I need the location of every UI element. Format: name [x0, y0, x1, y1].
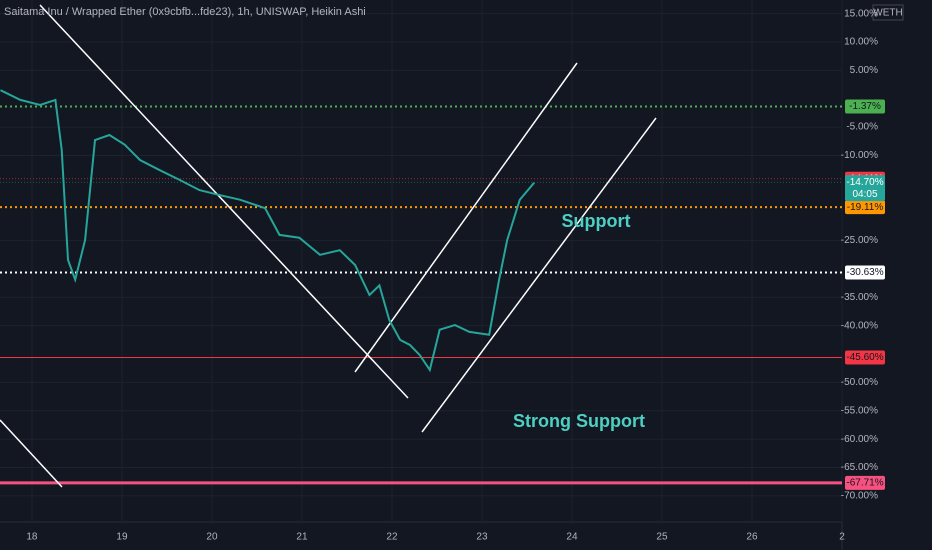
level-tag	[845, 475, 885, 490]
y-tick-label: -55.00%	[841, 405, 878, 416]
x-tick-label: 18	[26, 532, 38, 543]
x-tick-label: 2	[839, 532, 845, 543]
x-tick-label: 19	[116, 532, 128, 543]
axis: 15.00% 10.00% 5.00% -5.00% -10.00% -25.00% -35…	[26, 8, 885, 543]
x-tick-label: 26	[746, 532, 758, 543]
annotation: Support	[562, 211, 631, 231]
price-tag	[845, 175, 885, 202]
y-tick-label: -60.00%	[841, 434, 878, 445]
price-line-series	[0, 89, 535, 373]
level-label: -1.37%	[849, 101, 881, 112]
trend-line	[39, 4, 409, 399]
level-label: -67.71%	[846, 478, 883, 489]
level-label: -45.60%	[846, 352, 883, 363]
y-tick-label: 15.00%	[844, 8, 878, 19]
level-label: -19.11%	[847, 202, 884, 213]
y-tick-label: -10.00%	[841, 150, 878, 161]
x-tick-label: 22	[386, 532, 398, 543]
level-label: -30.63%	[846, 267, 883, 278]
currency-box	[872, 4, 904, 21]
chart-title: Saitama Inu / Wrapped Ether (0x9cbfb...f…	[4, 6, 366, 18]
price-countdown: 04:05	[852, 189, 877, 200]
y-tick-label: -70.00%	[841, 491, 878, 502]
y-tick-label: -25.00%	[841, 235, 878, 246]
level-tag	[845, 99, 885, 114]
x-tick-label: 25	[656, 532, 668, 543]
y-tick-label: -35.00%	[841, 292, 878, 303]
x-tick-label: 21	[296, 532, 308, 543]
currency: WETH	[873, 8, 902, 19]
y-tick-label: -40.00%	[841, 320, 878, 331]
x-tick-label: 24	[566, 532, 578, 543]
x-tick-label: 23	[476, 532, 488, 543]
level-tag	[845, 350, 885, 365]
trend-line	[354, 62, 578, 373]
plot	[0, 89, 535, 373]
levels	[0, 105, 842, 485]
trend-line	[0, 419, 63, 488]
y-tick-label: -65.00%	[841, 462, 878, 473]
level-tag	[845, 265, 885, 280]
y-tick-label: 10.00%	[844, 37, 878, 48]
grid	[0, 0, 843, 522]
annotation: Strong Support	[513, 411, 645, 431]
price-label: -14.70%	[846, 177, 883, 188]
y-tick-label: -5.00%	[846, 122, 878, 133]
trend-lines	[0, 4, 657, 488]
trend-line	[421, 117, 657, 433]
level-tag	[845, 200, 885, 215]
x-tick-label: 20	[206, 532, 218, 543]
y-tick-label: 5.00%	[850, 65, 878, 76]
y-tick-label: -50.00%	[841, 377, 878, 388]
